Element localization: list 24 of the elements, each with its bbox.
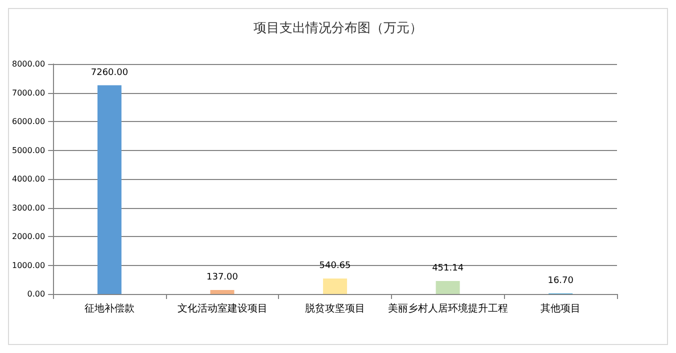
data-label: 16.70 (548, 276, 574, 286)
chart-title: 项目支出情况分布图（万元） (254, 21, 422, 36)
y-tick-label: 8000.00 (12, 60, 46, 68)
y-tick-label: 1000.00 (12, 260, 46, 270)
data-label: 7260.00 (90, 68, 128, 78)
y-tick-label: 5000.00 (12, 146, 46, 155)
data-label: 137.00 (206, 272, 238, 283)
data-label: 451.14 (432, 264, 464, 274)
x-tick-label: 美丽乡村人居环境提升工程 (388, 302, 508, 314)
bar (97, 85, 122, 294)
y-tick-label: 7000.00 (12, 88, 46, 98)
x-tick-label: 脱贫攻坚项目 (305, 302, 366, 314)
y-tick-label: 4000.00 (12, 174, 46, 184)
y-tick-label: 3000.00 (12, 203, 46, 212)
x-tick-label: 其他项目 (540, 302, 581, 314)
bar (323, 278, 348, 294)
bar (436, 281, 460, 294)
y-tick-label: 2000.00 (12, 232, 46, 241)
y-tick-label: 6000.00 (12, 117, 46, 126)
y-tick-label: 0.00 (27, 290, 46, 298)
x-tick-label: 征地补偿款 (84, 302, 134, 314)
data-label: 540.65 (319, 260, 351, 271)
bar (210, 290, 234, 294)
x-tick-label: 文化活动室建设项目 (177, 302, 268, 314)
